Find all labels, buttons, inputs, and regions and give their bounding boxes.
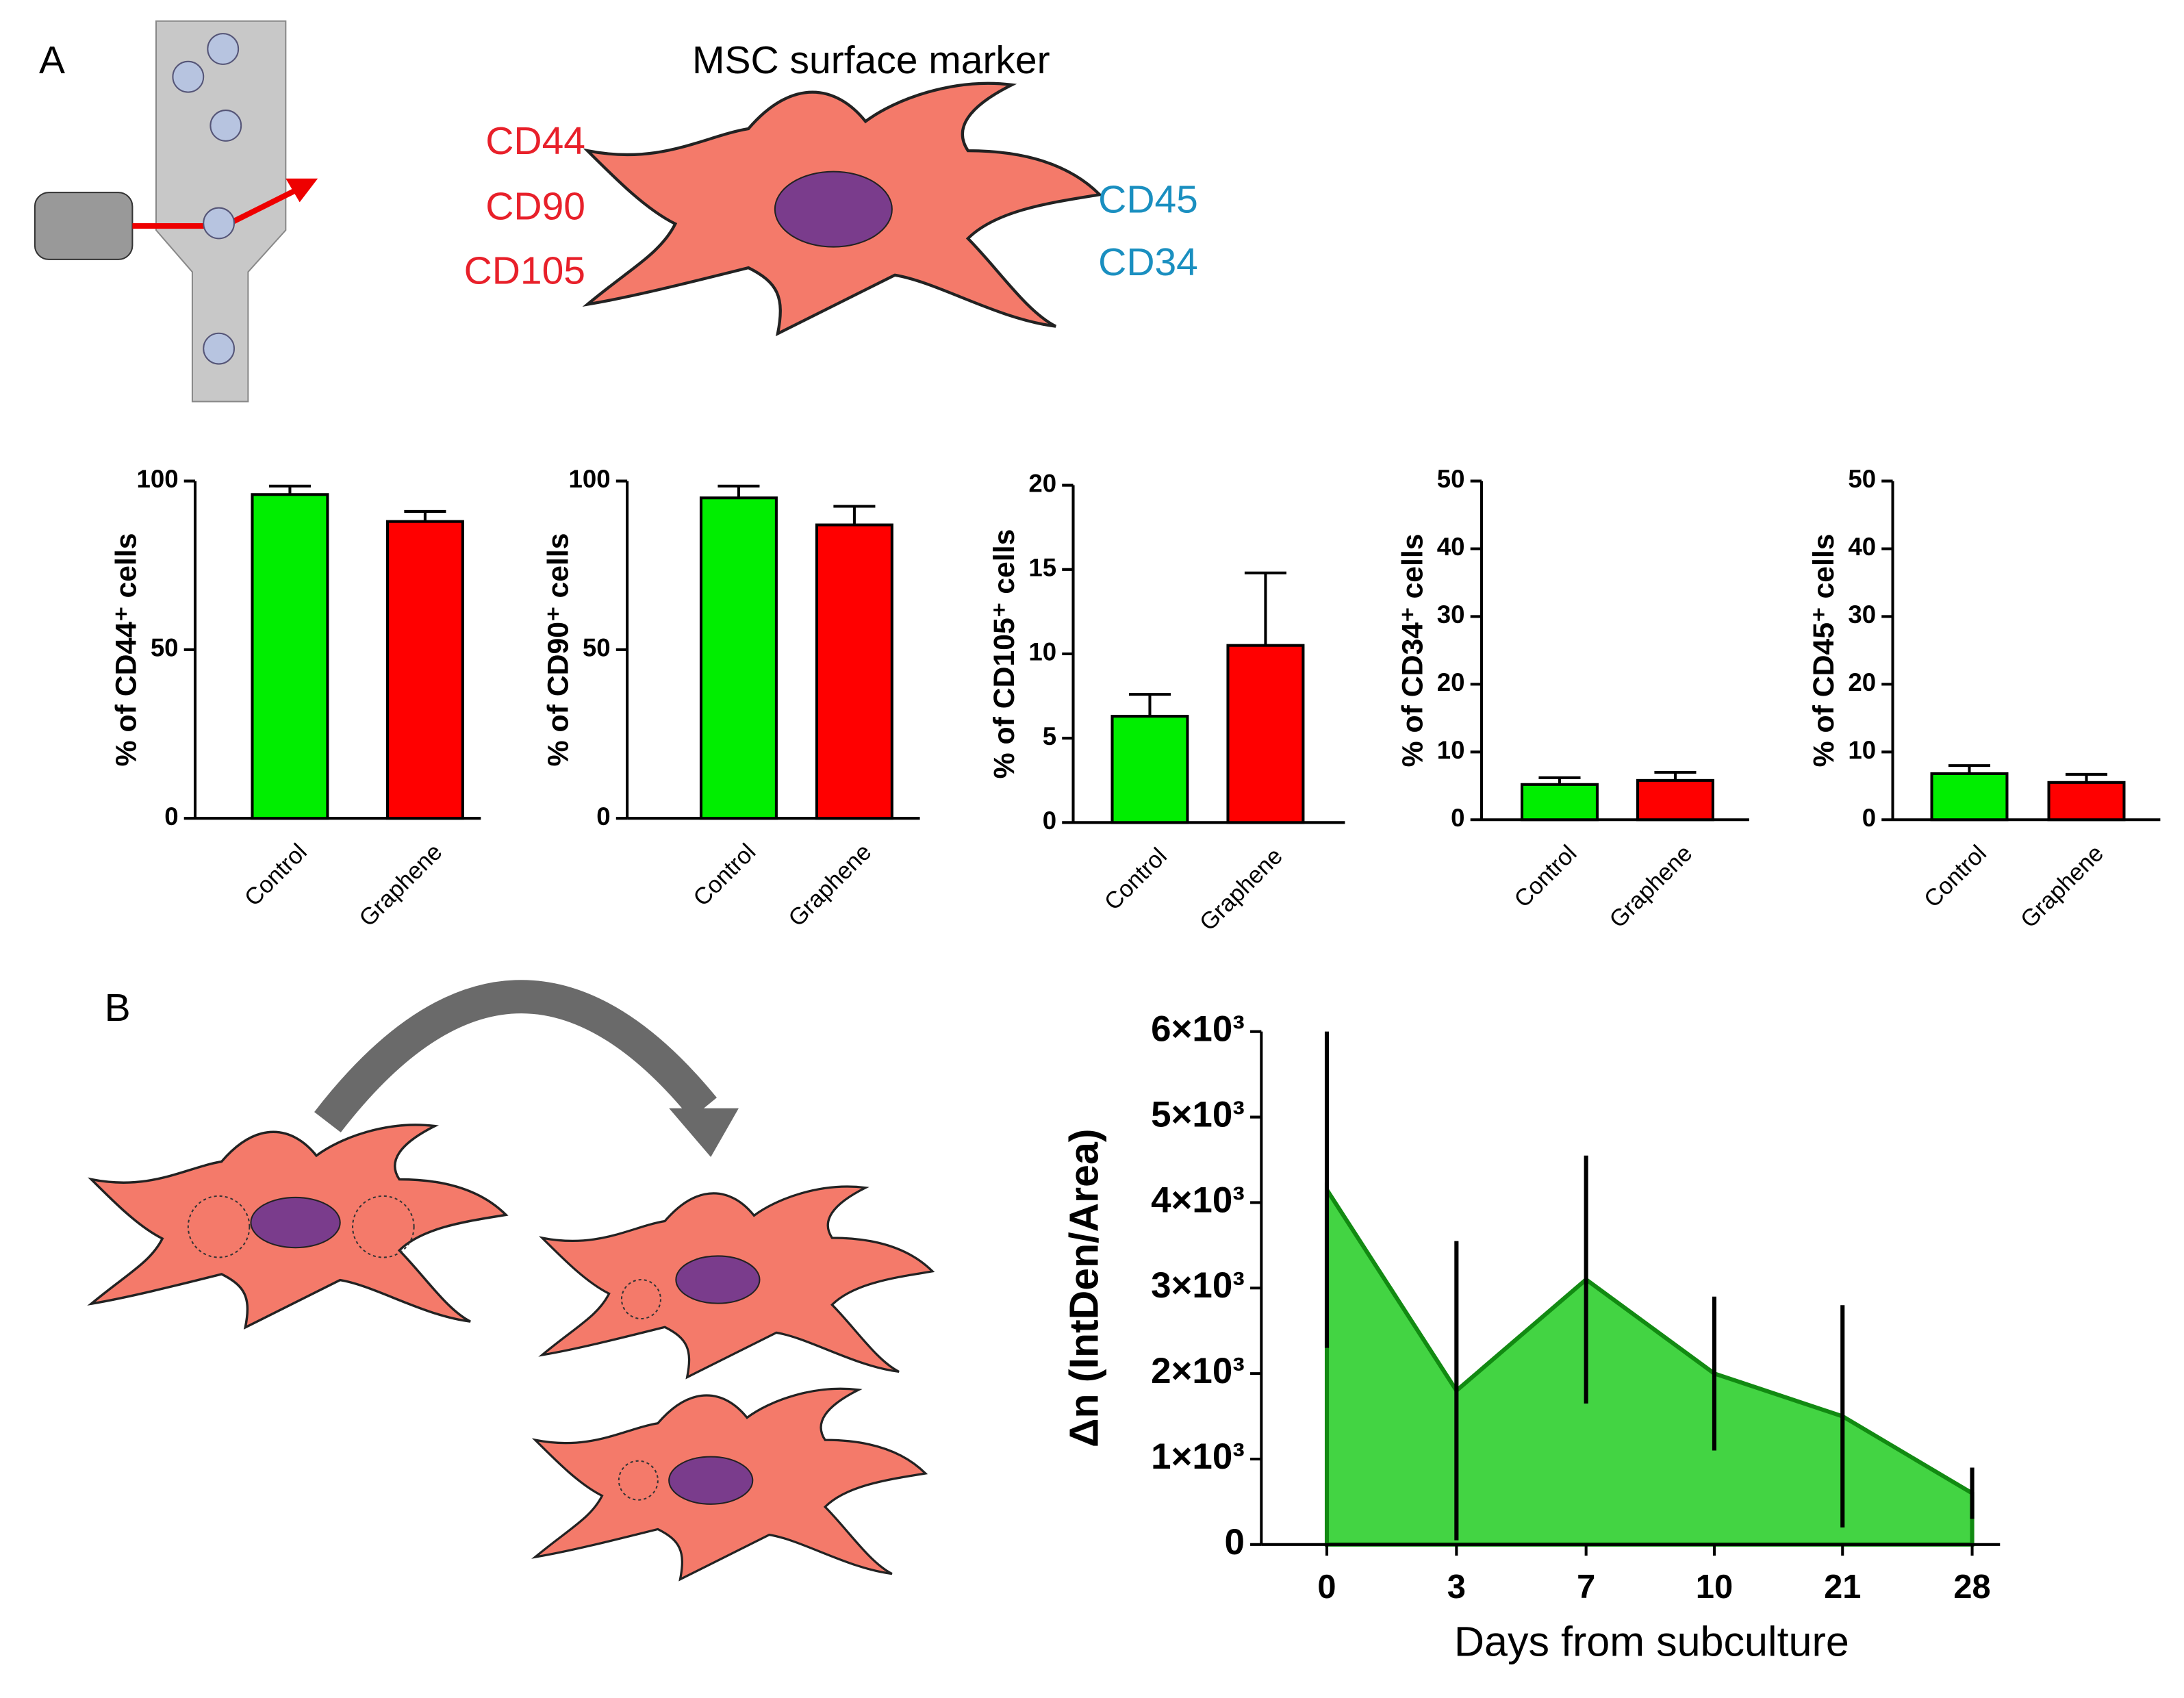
y-axis-label: % of CD44⁺ cells (110, 533, 143, 766)
y-tick-label: 50 (1437, 465, 1465, 493)
bar (251, 493, 329, 820)
y-tick-label: 10 (1848, 736, 1876, 764)
y-tick-label: 10 (1028, 638, 1056, 666)
y-tick-label: 50 (1848, 465, 1876, 493)
bar (2047, 781, 2126, 822)
y-tick-label: 6×10³ (1151, 1009, 1245, 1050)
y-tick-label: 0 (1224, 1522, 1244, 1562)
bar (1226, 644, 1305, 824)
x-tick-label: Control (240, 839, 312, 911)
y-tick-label: 4×10³ (1151, 1180, 1245, 1220)
panel-label: A (39, 38, 65, 82)
x-tick-label: 21 (1824, 1569, 1861, 1606)
y-tick-label: 30 (1437, 600, 1465, 629)
marker: CD45 (1098, 177, 1198, 221)
y-axis-label: % of CD34⁺ cells (1397, 533, 1430, 767)
graphene (352, 1195, 415, 1258)
transfer-arrow (314, 980, 717, 1132)
y-tick-label: 100 (569, 465, 611, 493)
nucleus (668, 1456, 754, 1505)
bar (385, 520, 464, 820)
y-tick-label: 20 (1028, 469, 1056, 497)
cell-icon (209, 110, 242, 142)
x-tick-label: Graphene (1195, 843, 1288, 936)
x-tick-label: Control (1100, 843, 1172, 915)
cell-icon (172, 60, 205, 93)
x-tick-label: 10 (1696, 1569, 1733, 1606)
y-tick-label: 2×10³ (1151, 1351, 1245, 1391)
y-tick-label: 20 (1437, 668, 1465, 696)
graphene (620, 1279, 661, 1320)
y-tick-label: 0 (1862, 804, 1876, 832)
y-tick-label: 5 (1043, 722, 1056, 750)
x-tick-label: Control (1919, 840, 1992, 913)
y-tick-label: 100 (136, 465, 178, 493)
y-tick-label: 1×10³ (1151, 1436, 1245, 1477)
graphene (187, 1195, 251, 1258)
x-tick-label: 28 (1953, 1569, 1990, 1606)
y-tick-label: 0 (1451, 804, 1464, 832)
nucleus (250, 1196, 341, 1249)
arrowhead (669, 1108, 739, 1157)
x-tick-label: Graphene (2016, 840, 2109, 933)
y-tick-label: 10 (1437, 736, 1465, 764)
bar (815, 523, 893, 820)
y-tick-label: 3×10³ (1151, 1265, 1245, 1306)
graphene (618, 1460, 659, 1501)
bar (699, 496, 778, 820)
bar (1930, 772, 2009, 822)
marker: CD34 (1098, 240, 1198, 284)
y-tick-label: 40 (1848, 533, 1876, 561)
x-tick-label: 0 (1317, 1569, 1336, 1606)
y-tick-label: 15 (1028, 554, 1056, 582)
bar (1110, 715, 1189, 824)
y-axis-label: % of CD45⁺ cells (1807, 533, 1840, 767)
marker: CD90 (485, 185, 585, 229)
x-tick-label: 7 (1577, 1569, 1595, 1606)
marker: CD44 (485, 119, 585, 163)
diagram-title: MSC surface marker (692, 38, 1050, 82)
x-tick-label: 3 (1447, 1569, 1466, 1606)
cell-icon (203, 207, 236, 240)
y-tick-label: 5×10³ (1151, 1095, 1245, 1135)
y-tick-label: 0 (596, 802, 610, 831)
nucleus (675, 1255, 761, 1304)
bar (1636, 778, 1714, 822)
y-tick-label: 50 (583, 634, 611, 662)
y-tick-label: 50 (151, 634, 179, 662)
nucleus (774, 170, 893, 248)
y-axis-label: % of CD105⁺ cells (988, 529, 1021, 779)
scatter-beam (229, 186, 301, 226)
x-axis-label: Days from subculture (1454, 1619, 1849, 1665)
y-tick-label: 40 (1437, 533, 1465, 561)
y-tick-label: 20 (1848, 668, 1876, 696)
marker: CD105 (464, 249, 585, 292)
y-axis-label: % of CD90⁺ cells (542, 533, 575, 766)
laser (34, 192, 134, 260)
x-tick-label: Graphene (1605, 840, 1698, 933)
cell-icon (203, 332, 236, 365)
x-tick-label: Graphene (784, 839, 877, 932)
y-axis-label: Δn (IntDen/Area) (1061, 1129, 1106, 1447)
arrowhead (285, 178, 318, 203)
x-tick-label: Control (689, 839, 761, 911)
flow-diagram (34, 20, 318, 403)
y-tick-label: 30 (1848, 600, 1876, 629)
bar (1520, 783, 1599, 822)
area (1324, 1182, 1975, 1547)
x-tick-label: Control (1510, 840, 1582, 913)
y-tick-label: 0 (164, 802, 178, 831)
panel-label: B (105, 986, 131, 1030)
cell-icon (207, 33, 240, 65)
x-tick-label: Graphene (355, 839, 448, 932)
y-tick-label: 0 (1043, 807, 1056, 835)
